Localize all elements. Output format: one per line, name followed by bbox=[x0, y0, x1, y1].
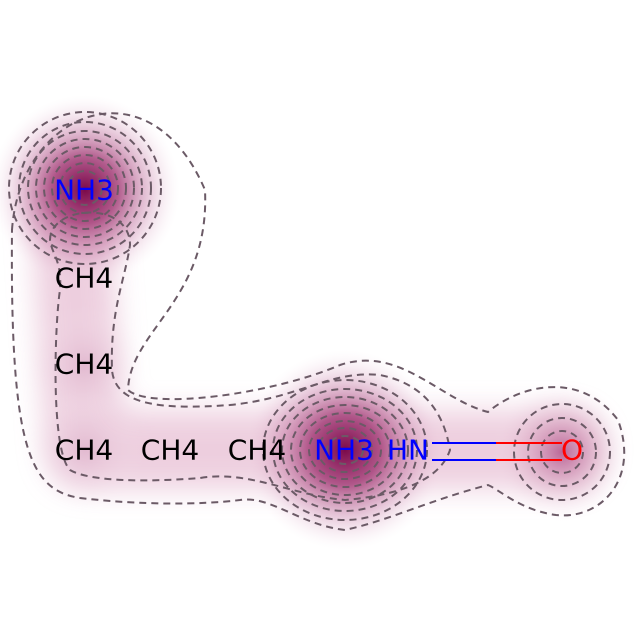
atom-label-c-1: CH4 bbox=[55, 262, 113, 295]
atom-label-c-5: CH4 bbox=[228, 434, 286, 467]
contour-rings-oxygen bbox=[513, 403, 611, 501]
contour-rings-middle bbox=[262, 379, 428, 521]
atom-label-n-mid: NH3 bbox=[314, 434, 374, 467]
atom-label-c-3: CH4 bbox=[55, 434, 113, 467]
density-peak-middle bbox=[245, 350, 445, 550]
atom-label-n-hn: HN bbox=[387, 434, 429, 467]
bond-double-n-o bbox=[432, 442, 562, 461]
atom-labels: NH3 CH4 CH4 CH4 CH4 CH4 NH3 HN O bbox=[54, 174, 583, 467]
atom-label-o-end: O bbox=[561, 434, 583, 467]
atom-label-c-4: CH4 bbox=[141, 434, 199, 467]
atom-label-c-2: CH4 bbox=[55, 348, 113, 381]
contour-rings-top bbox=[8, 111, 162, 265]
contour-inner bbox=[48, 211, 452, 502]
density-peak-top bbox=[0, 95, 180, 285]
contour-lines bbox=[8, 111, 626, 532]
density-field bbox=[0, 95, 632, 550]
density-weak-2 bbox=[25, 390, 145, 510]
atom-label-n-top: NH3 bbox=[54, 174, 114, 207]
density-peak-oxygen bbox=[492, 382, 632, 522]
density-weak-1 bbox=[25, 305, 145, 425]
